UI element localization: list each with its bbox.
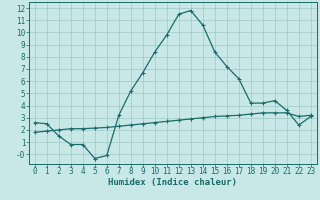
X-axis label: Humidex (Indice chaleur): Humidex (Indice chaleur) xyxy=(108,178,237,187)
